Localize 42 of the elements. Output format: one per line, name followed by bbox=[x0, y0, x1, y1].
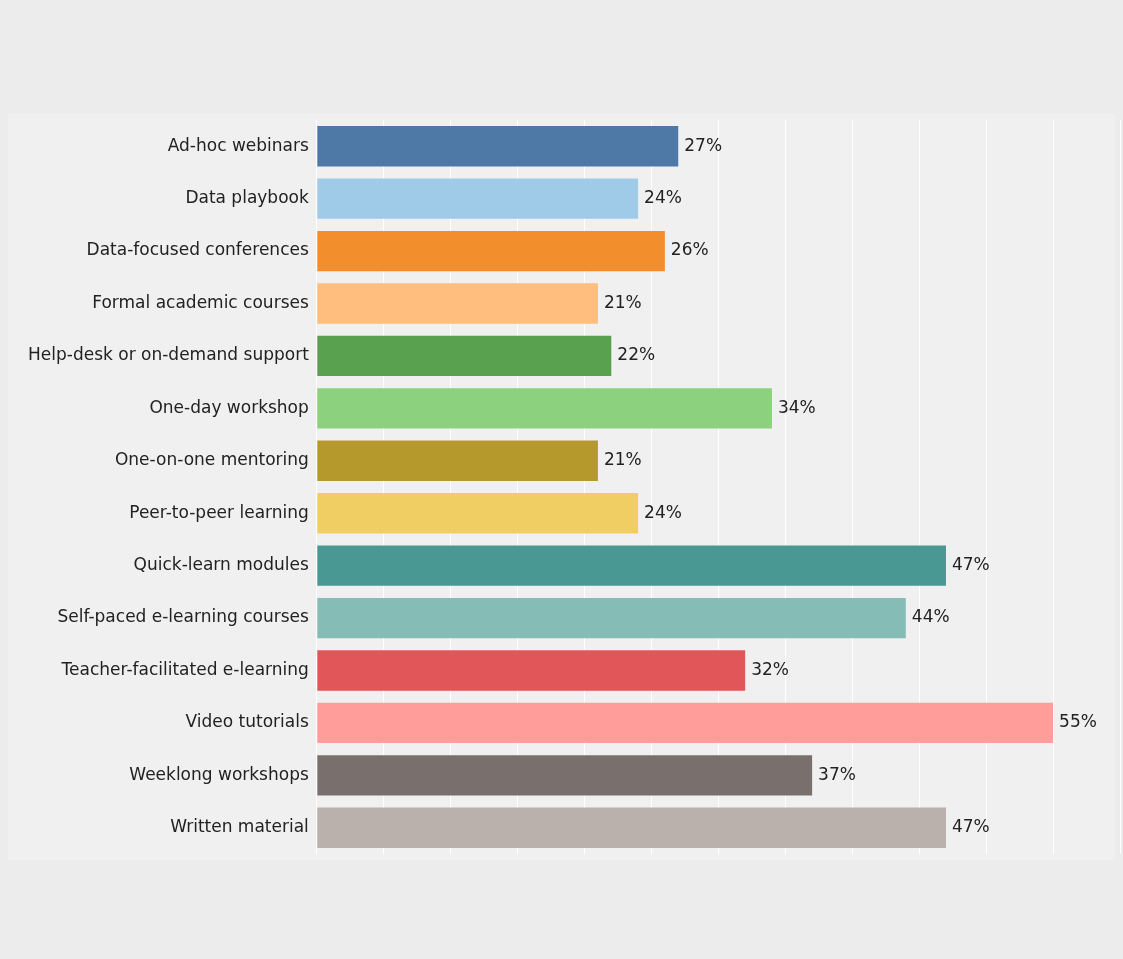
data-label: 47% bbox=[951, 816, 990, 837]
y-tick-label: Formal academic courses bbox=[92, 291, 309, 312]
bar bbox=[317, 597, 906, 639]
y-tick-label: Data playbook bbox=[185, 187, 309, 208]
y-tick-label: Data-focused conferences bbox=[86, 239, 309, 260]
data-label: 34% bbox=[777, 396, 816, 417]
data-label: 21% bbox=[603, 291, 642, 312]
data-label: 47% bbox=[951, 554, 990, 575]
bar bbox=[317, 545, 946, 586]
y-tick-label: Help-desk or on-demand support bbox=[27, 344, 310, 365]
y-tick-label: Weeklong workshops bbox=[129, 763, 309, 784]
data-label: 32% bbox=[751, 658, 789, 679]
bar bbox=[317, 388, 772, 429]
data-label: 55% bbox=[1059, 711, 1097, 732]
y-tick-label: Written material bbox=[170, 816, 309, 837]
bar bbox=[317, 493, 639, 534]
data-label: 37% bbox=[818, 763, 856, 784]
y-tick-label: Self-paced e-learning courses bbox=[57, 606, 309, 627]
y-tick-label: One-day workshop bbox=[149, 396, 309, 417]
y-tick-label: Peer-to-peer learning bbox=[129, 501, 309, 522]
data-label: 27% bbox=[684, 134, 723, 155]
data-label: 24% bbox=[644, 501, 682, 522]
bar bbox=[317, 702, 1054, 744]
bar bbox=[317, 230, 665, 272]
data-label: 22% bbox=[617, 344, 656, 365]
bar bbox=[317, 755, 813, 796]
bar bbox=[317, 178, 639, 219]
data-label: 21% bbox=[603, 449, 642, 470]
bar bbox=[317, 807, 946, 848]
bar bbox=[317, 126, 679, 167]
y-tick-label: One-on-one mentoring bbox=[114, 449, 309, 470]
y-tick-label: Video tutorials bbox=[185, 711, 309, 732]
bar bbox=[317, 283, 598, 324]
y-tick-label: Teacher-facilitated e-learning bbox=[60, 658, 309, 679]
y-tick-label: Quick-learn modules bbox=[133, 554, 309, 575]
y-tick-label: Ad-hoc webinars bbox=[167, 134, 309, 155]
data-label: 24% bbox=[644, 187, 682, 208]
bar bbox=[317, 440, 598, 481]
data-label: 44% bbox=[911, 606, 950, 627]
bar bbox=[317, 335, 612, 377]
bar bbox=[317, 650, 746, 691]
data-label: 26% bbox=[670, 239, 709, 260]
